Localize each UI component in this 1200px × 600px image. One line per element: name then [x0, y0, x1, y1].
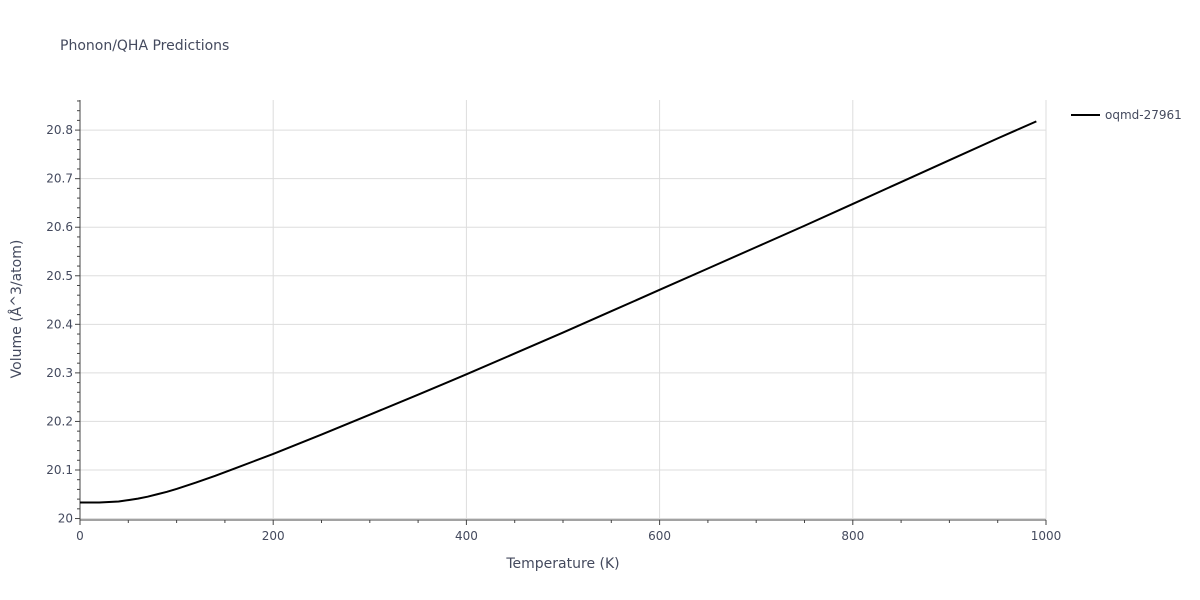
- series-layer: [80, 120, 1037, 504]
- grid: [80, 100, 1047, 520]
- x-axis-title: Temperature (K): [505, 556, 619, 572]
- x-tick-label: 200: [262, 529, 285, 543]
- series-line-oqmd-27961: [80, 120, 1037, 504]
- x-tick-label: 400: [455, 529, 478, 543]
- y-tick-label: 20.2: [46, 414, 73, 428]
- y-tick-label: 20.1: [46, 463, 73, 477]
- chart-title: Phonon/QHA Predictions: [60, 38, 229, 54]
- y-tick-label: 20.5: [46, 269, 73, 283]
- legend[interactable]: oqmd-27961: [1071, 108, 1182, 122]
- y-axis-title: Volume (Å^3/atom): [8, 240, 25, 379]
- y-tick-label: 20.3: [46, 366, 73, 380]
- axes: [75, 100, 1047, 525]
- y-axis-ticks: 20 20.1 20.2 20.3 20.4 20.5 20.6 20.7 20.8: [46, 123, 73, 525]
- y-tick-label: 20.8: [46, 123, 73, 137]
- legend-label: oqmd-27961: [1105, 108, 1182, 122]
- y-tick-label: 20: [58, 512, 73, 526]
- y-tick-label: 20.6: [46, 220, 73, 234]
- x-tick-label: 1000: [1031, 529, 1062, 543]
- x-tick-label: 0: [76, 529, 84, 543]
- x-axis-ticks: 0 200 400 600 800 1000: [76, 529, 1061, 543]
- x-tick-label: 800: [841, 529, 864, 543]
- y-tick-label: 20.7: [46, 172, 73, 186]
- x-tick-label: 600: [648, 529, 671, 543]
- y-tick-label: 20.4: [46, 317, 73, 331]
